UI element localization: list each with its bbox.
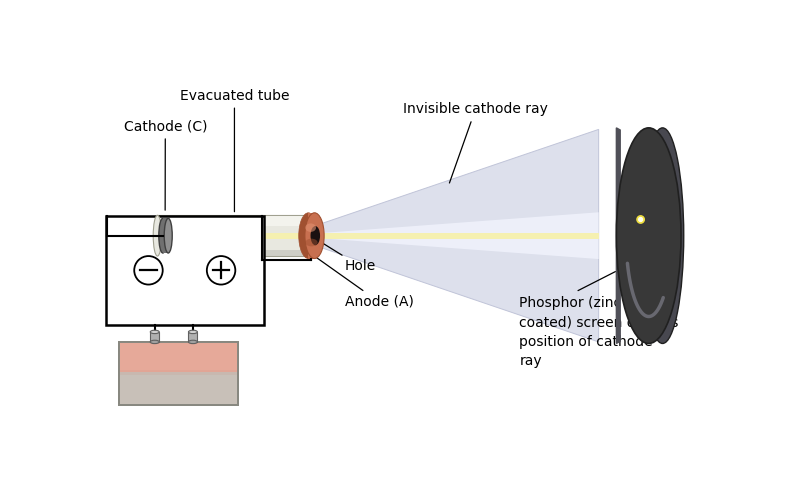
Text: Hole: Hole xyxy=(319,241,376,273)
Ellipse shape xyxy=(642,128,684,344)
Bar xyxy=(163,218,169,253)
Polygon shape xyxy=(616,128,620,344)
Ellipse shape xyxy=(159,218,167,253)
Bar xyxy=(119,342,238,372)
Bar xyxy=(158,215,311,256)
Ellipse shape xyxy=(298,213,318,259)
Text: Invisible cathode ray: Invisible cathode ray xyxy=(403,102,548,183)
Bar xyxy=(119,374,238,375)
Bar xyxy=(158,216,311,226)
Ellipse shape xyxy=(134,256,162,285)
Bar xyxy=(119,371,238,372)
Ellipse shape xyxy=(306,239,318,246)
Text: Anode (A): Anode (A) xyxy=(315,257,414,309)
Bar xyxy=(119,372,238,373)
Bar xyxy=(106,216,264,325)
Text: Phosphor (zinc sulfide-
coated) screen detects
position of cathode
ray: Phosphor (zinc sulfide- coated) screen d… xyxy=(519,296,678,368)
Bar xyxy=(119,373,238,374)
Ellipse shape xyxy=(306,224,316,232)
Circle shape xyxy=(638,218,642,222)
Bar xyxy=(150,332,159,342)
Ellipse shape xyxy=(164,218,172,253)
Bar xyxy=(119,342,238,405)
Ellipse shape xyxy=(189,340,198,344)
Bar xyxy=(158,250,311,256)
Bar xyxy=(119,342,238,405)
Polygon shape xyxy=(313,212,598,259)
Ellipse shape xyxy=(154,215,162,256)
Ellipse shape xyxy=(310,226,320,245)
Ellipse shape xyxy=(150,330,159,334)
Ellipse shape xyxy=(207,256,235,285)
Bar xyxy=(171,233,311,239)
Bar xyxy=(189,332,198,342)
Ellipse shape xyxy=(307,215,316,256)
Polygon shape xyxy=(313,129,598,342)
Polygon shape xyxy=(313,233,598,239)
Text: Evacuated tube: Evacuated tube xyxy=(180,88,289,212)
Circle shape xyxy=(637,216,644,223)
Ellipse shape xyxy=(616,128,681,344)
Text: High voltage
source: High voltage source xyxy=(146,371,234,404)
Text: Cathode (C): Cathode (C) xyxy=(123,120,207,210)
Bar xyxy=(308,213,314,259)
Ellipse shape xyxy=(305,213,324,259)
Ellipse shape xyxy=(189,330,198,334)
Bar xyxy=(119,370,238,371)
Ellipse shape xyxy=(150,340,159,344)
